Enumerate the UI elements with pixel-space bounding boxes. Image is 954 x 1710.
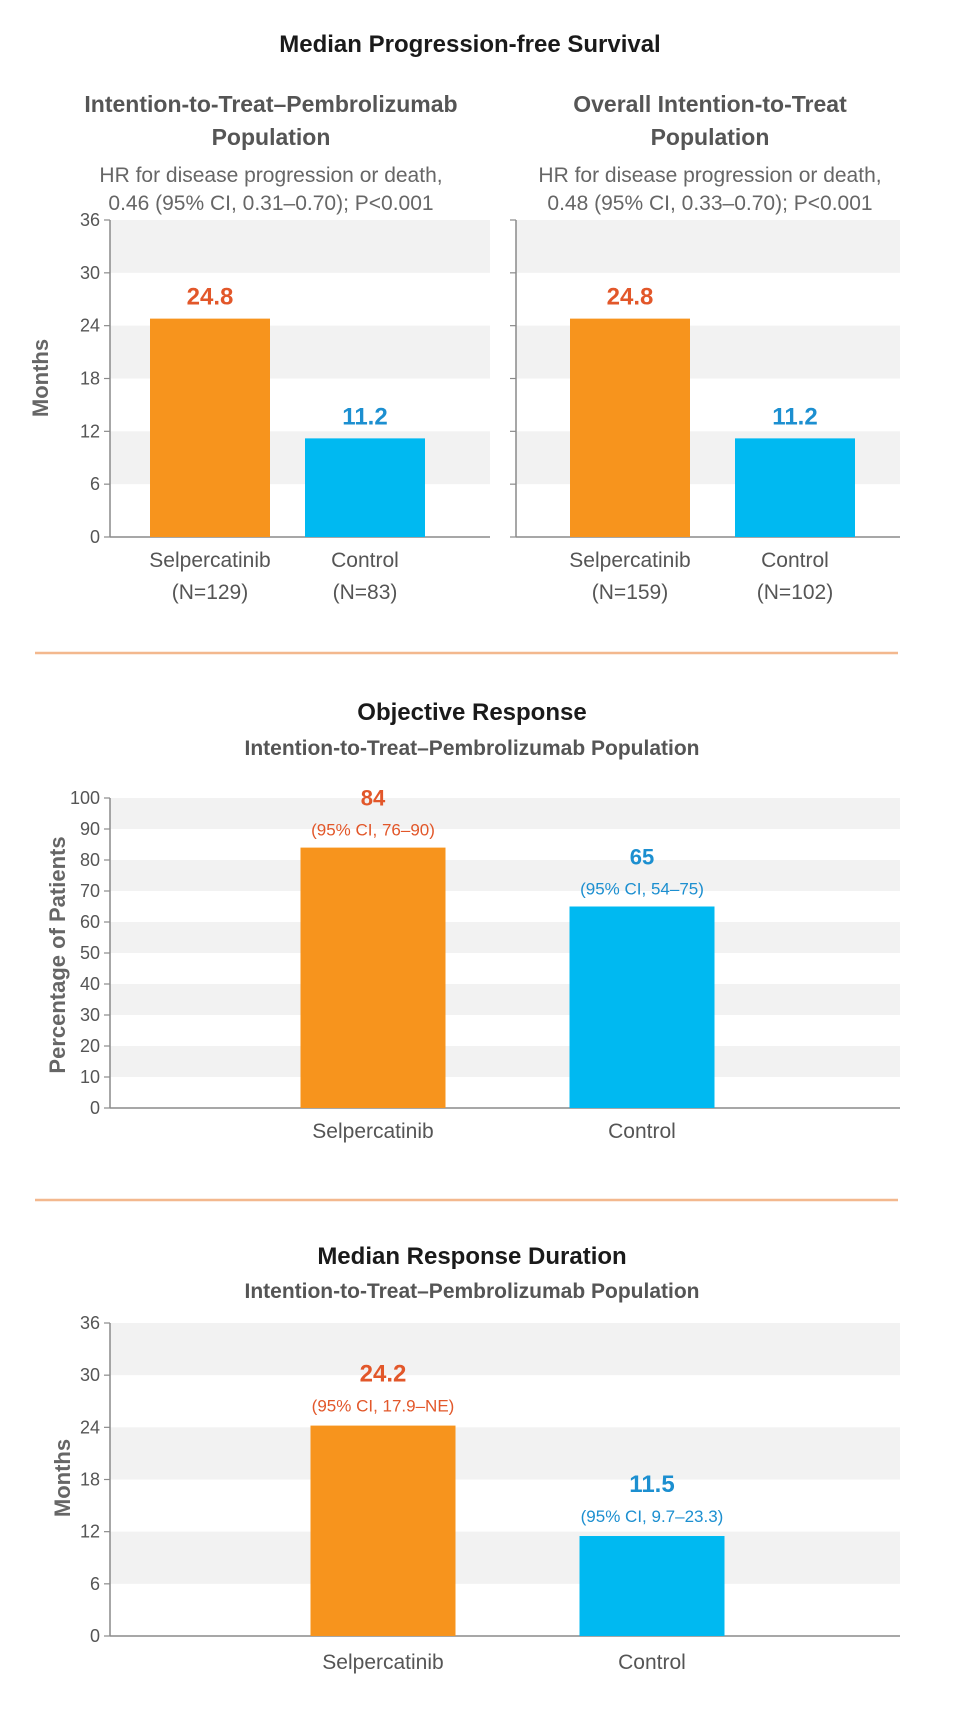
y-tick-label: 24 [80,1417,100,1437]
grid-band [110,1427,900,1480]
bar-control [735,438,855,537]
grid-band [516,220,900,273]
bar-value-label: 84 [361,786,386,811]
grid-band [110,1531,900,1584]
bar-control [579,1536,725,1636]
x-n-label: (N=159) [592,581,668,604]
pfs-overall-title-line1: Overall Intention-to-Treat [573,91,847,117]
bar-selpercatinib [150,318,270,537]
x-category-label: Control [618,1651,686,1674]
x-category-label: Selpercatinib [312,1120,433,1143]
y-tick-label: 80 [80,850,100,870]
bar-control [305,438,425,537]
y-tick-label: 6 [90,474,100,494]
bar-ci-label: (95% CI, 76–90) [311,821,435,840]
grid-band [110,1046,900,1077]
y-tick-label: 70 [80,881,100,901]
pfs-title: Median Progression-free Survival [279,31,660,58]
x-category-label: Selpercatinib [569,549,690,572]
pfs-itt-pembro-title-line2: Population [212,124,331,150]
y-tick-label: 30 [80,1365,100,1385]
or-title: Objective Response [357,699,586,726]
bar-value-label: 65 [630,845,654,870]
charts-layer: 0 6 12 18 24 30 36 Months 24.8 Selpercatinib (N=12… [28,210,900,1674]
grid-band [110,922,900,953]
y-tick-label: 12 [80,421,100,441]
y-tick-label: 36 [80,210,100,230]
y-tick-label: 12 [80,1522,100,1542]
grid-band [110,984,900,1015]
x-category-label: Control [761,549,829,572]
pfs-itt-pembro-title-line1: Intention-to-Treat–Pembrolizumab [84,91,457,117]
bar-value-label: 11.2 [772,403,817,430]
bar-value-label: 24.8 [607,284,654,311]
y-tick-label: 0 [90,1626,100,1646]
grid-band [110,1323,900,1376]
y-tick-label: 100 [70,788,100,808]
y-axis-title: Months [50,1439,75,1517]
x-n-label: (N=129) [172,581,248,604]
y-tick-label: 18 [80,369,100,389]
grid-band [110,798,900,829]
y-tick-label: 0 [90,527,100,547]
y-tick-label: 6 [90,1574,100,1594]
x-n-label: (N=83) [333,581,398,604]
bar-selpercatinib [570,318,690,537]
y-tick-label: 24 [80,316,100,336]
grid-band [110,860,900,891]
bar-ci-label: (95% CI, 54–75) [580,880,704,899]
x-n-label: (N=102) [757,581,833,604]
y-tick-label: 40 [80,974,100,994]
x-category-label: Control [608,1120,676,1143]
y-tick-label: 36 [80,1313,100,1333]
y-tick-label: 10 [80,1067,100,1087]
chart-2: 24.8 Selpercatinib (N=159) 11.2 Control (N=10… [510,219,900,604]
x-category-label: Selpercatinib [322,1651,443,1674]
y-tick-label: 20 [80,1036,100,1056]
y-tick-label: 50 [80,943,100,963]
y-tick-label: 30 [80,263,100,283]
or-subtitle: Intention-to-Treat–Pembrolizumab Populat… [244,737,699,760]
y-tick-label: 90 [80,819,100,839]
y-axis-title: Months [28,339,53,417]
y-axis-title: Percentage of Patients [45,836,70,1073]
bar-value-label: 11.5 [629,1471,674,1498]
pfs-overall-title-line2: Population [651,124,770,150]
y-tick-label: 18 [80,1470,100,1490]
y-tick-label: 30 [80,1005,100,1025]
bar-value-label: 24.8 [187,284,234,311]
chart-1: 0 6 12 18 24 30 36 Months 24.8 Selpercatinib (N=12… [28,210,490,604]
y-tick-label: 60 [80,912,100,932]
bar-ci-label: (95% CI, 9.7–23.3) [581,1507,724,1526]
y-tick-label: 0 [90,1098,100,1118]
pfs-overall-hr-line2: 0.48 (95% CI, 0.33–0.70); P<0.001 [547,192,872,215]
pfs-overall-hr-line1: HR for disease progression or death, [538,164,881,187]
chart-4: 0 6 12 18 24 30 36 Months 24.2 (95% CI, 17.9–NE) S… [50,1313,900,1674]
pfs-itt-pembro-hr-line2: 0.46 (95% CI, 0.31–0.70); P<0.001 [108,192,433,215]
dor-title: Median Response Duration [317,1243,626,1270]
dor-subtitle: Intention-to-Treat–Pembrolizumab Populat… [244,1280,699,1303]
bar-control [569,906,715,1108]
x-category-label: Control [331,549,399,572]
x-category-label: Selpercatinib [149,549,270,572]
bar-value-label: 11.2 [342,403,387,430]
chart-3: 0 10 20 30 40 50 60 70 80 90 100 Percentage of Pati… [45,786,900,1143]
bar-value-label: 24.2 [360,1361,407,1388]
bar-selpercatinib [310,1425,456,1636]
bar-ci-label: (95% CI, 17.9–NE) [312,1397,455,1416]
pfs-itt-pembro-hr-line1: HR for disease progression or death, [99,164,442,187]
grid-band [110,220,490,273]
bar-selpercatinib [300,847,446,1108]
